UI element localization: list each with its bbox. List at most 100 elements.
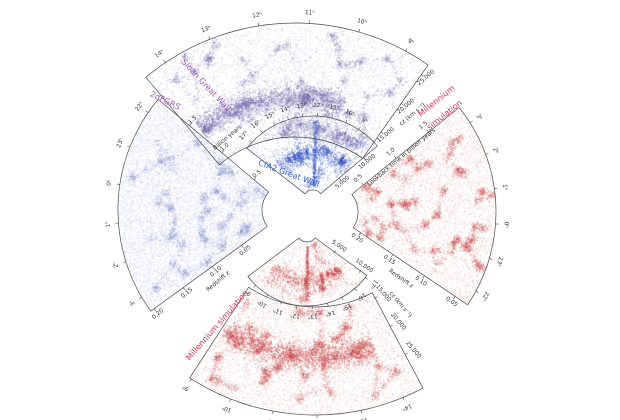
wedge-mbig-outline (189, 286, 424, 416)
axis-tick-mark (361, 182, 364, 186)
wedge-mbsmall-outline (247, 237, 368, 307)
axis-tick-mark (212, 266, 215, 270)
hour-tick-label: 9ʰ (244, 288, 253, 297)
hour-tick-mark (139, 297, 142, 300)
hour-tick-mark (475, 290, 479, 293)
axis-tick-label: 1.5 (187, 115, 198, 126)
wedge-name-label-cfa2: CfA2 Great Wall (257, 157, 321, 188)
hour-tick-mark (327, 303, 329, 307)
hour-tick-label: 1ʰ (501, 184, 509, 191)
axis-tick-mark (393, 156, 397, 159)
hour-tick-mark (260, 130, 263, 134)
axis-tick-label: 10,000 (354, 258, 374, 275)
axis-tick-label: 0.10 (414, 275, 428, 287)
wedge-name-label-twodf: 2dFGRS (149, 89, 182, 112)
axis-tick-mark (333, 250, 336, 254)
hour-tick-mark (402, 397, 405, 401)
hour-tick-label: 12ʰ (290, 312, 301, 320)
axis-tick-label: 1.0 (220, 142, 231, 153)
hour-tick-mark (280, 301, 282, 305)
hour-tick-mark (358, 126, 361, 130)
hour-tick-mark (405, 48, 408, 52)
hour-tick-mark (116, 183, 120, 185)
hour-tick-mark (229, 398, 231, 402)
axis-tick-label: 5,000 (330, 239, 347, 254)
hour-tick-label: 15ʰ (264, 110, 276, 121)
hour-tick-label: 10ʰ (344, 108, 356, 118)
hour-tick-label: 0ʰ (106, 179, 114, 186)
hour-tick-label: 13ʰ (296, 102, 307, 110)
wedge-mright-outline (351, 107, 497, 306)
axis-tick-mark (358, 270, 362, 273)
hour-tick-mark (341, 297, 344, 301)
hour-tick-mark (469, 120, 473, 124)
axis-tick-label: 0.20 (350, 232, 364, 244)
axis-tick-mark (363, 157, 366, 161)
hour-tick-label: 12ʰ (313, 102, 323, 109)
hour-tick-label: 2ʰ (112, 261, 120, 269)
hour-tick-label: 14ʰ (153, 48, 165, 59)
wedge-sdss-outline (145, 22, 429, 166)
hour-tick-label: 17ʰ (238, 130, 250, 142)
hour-tick-label: 2ʰ (491, 147, 500, 155)
hour-tick-mark (358, 29, 361, 33)
hour-tick-label: 9ʰ (181, 383, 190, 392)
hour-tick-label: 11ʰ (266, 417, 277, 420)
hour-tick-mark (287, 116, 289, 120)
hour-tick-mark (253, 284, 256, 288)
axis-tick-label: 0.20 (151, 308, 165, 321)
axis-tick-label: 1.5 (418, 120, 429, 131)
wedge-twodf-outline (117, 98, 270, 312)
axis-tick-mark (182, 287, 186, 291)
axis-tick-mark (253, 177, 257, 180)
hour-tick-label: 12ʰ (252, 11, 263, 19)
axis-tick-label: 10,000 (358, 153, 378, 171)
hour-tick-label: 1ʰ (104, 221, 111, 228)
hour-tick-label: 11ʰ (272, 306, 284, 316)
hour-tick-mark (489, 258, 493, 260)
axis-tick-mark (389, 324, 393, 327)
hour-tick-mark (360, 410, 362, 414)
axis-tick-mark (380, 131, 384, 135)
hour-tick-label: 11ʰ (329, 103, 340, 112)
axis-tick-mark (400, 103, 404, 106)
axis-tick-label: 0.5 (252, 169, 263, 180)
hour-tick-mark (345, 119, 348, 123)
axis-tick-mark (422, 275, 425, 279)
hour-tick-label: 17ʰ (368, 278, 380, 290)
hour-tick-mark (123, 261, 127, 263)
axis-title: Redshift z (387, 268, 414, 289)
axis-tick-mark (221, 150, 225, 153)
axis-tick-label: 0.05 (239, 244, 253, 257)
axis-tick-mark (189, 123, 192, 126)
hour-tick-label: 14ʰ (325, 309, 336, 318)
axis-tick-mark (153, 308, 157, 312)
hour-tick-label: 22ʰ (134, 101, 145, 113)
axis-tick-label: 0.15 (180, 287, 194, 300)
wedge-name-label-sdss: Sloan Great Wall (179, 57, 233, 113)
hour-tick-mark (257, 22, 259, 26)
axis-tick-mark (374, 296, 378, 299)
axis-tick-mark (404, 352, 408, 355)
hour-tick-label: 15ʰ (341, 301, 353, 312)
hour-tick-label: 13ʰ (308, 312, 318, 320)
hour-tick-mark (272, 411, 274, 415)
hour-tick-label: 14ʰ (401, 402, 413, 412)
axis-tick-label: 5,000 (335, 175, 352, 190)
hour-tick-label: 16ʰ (250, 119, 262, 130)
hour-tick-mark (485, 153, 489, 155)
axis-title: Lookback time in billion years (367, 128, 437, 188)
hour-tick-label: 23ʰ (115, 137, 125, 149)
hour-tick-label: 23ʰ (495, 256, 504, 267)
hour-tick-label: 11ʰ (305, 9, 315, 17)
axis-tick-label: 15,000 (376, 126, 396, 144)
hour-tick-label: 3ʰ (128, 298, 137, 307)
hour-tick-mark (145, 110, 149, 113)
hour-tick-mark (273, 122, 276, 126)
axis-tick-label: 0.15 (382, 254, 396, 266)
axis-tick-label: 0.5 (353, 173, 364, 184)
hour-tick-label: 9ʰ (406, 37, 415, 46)
